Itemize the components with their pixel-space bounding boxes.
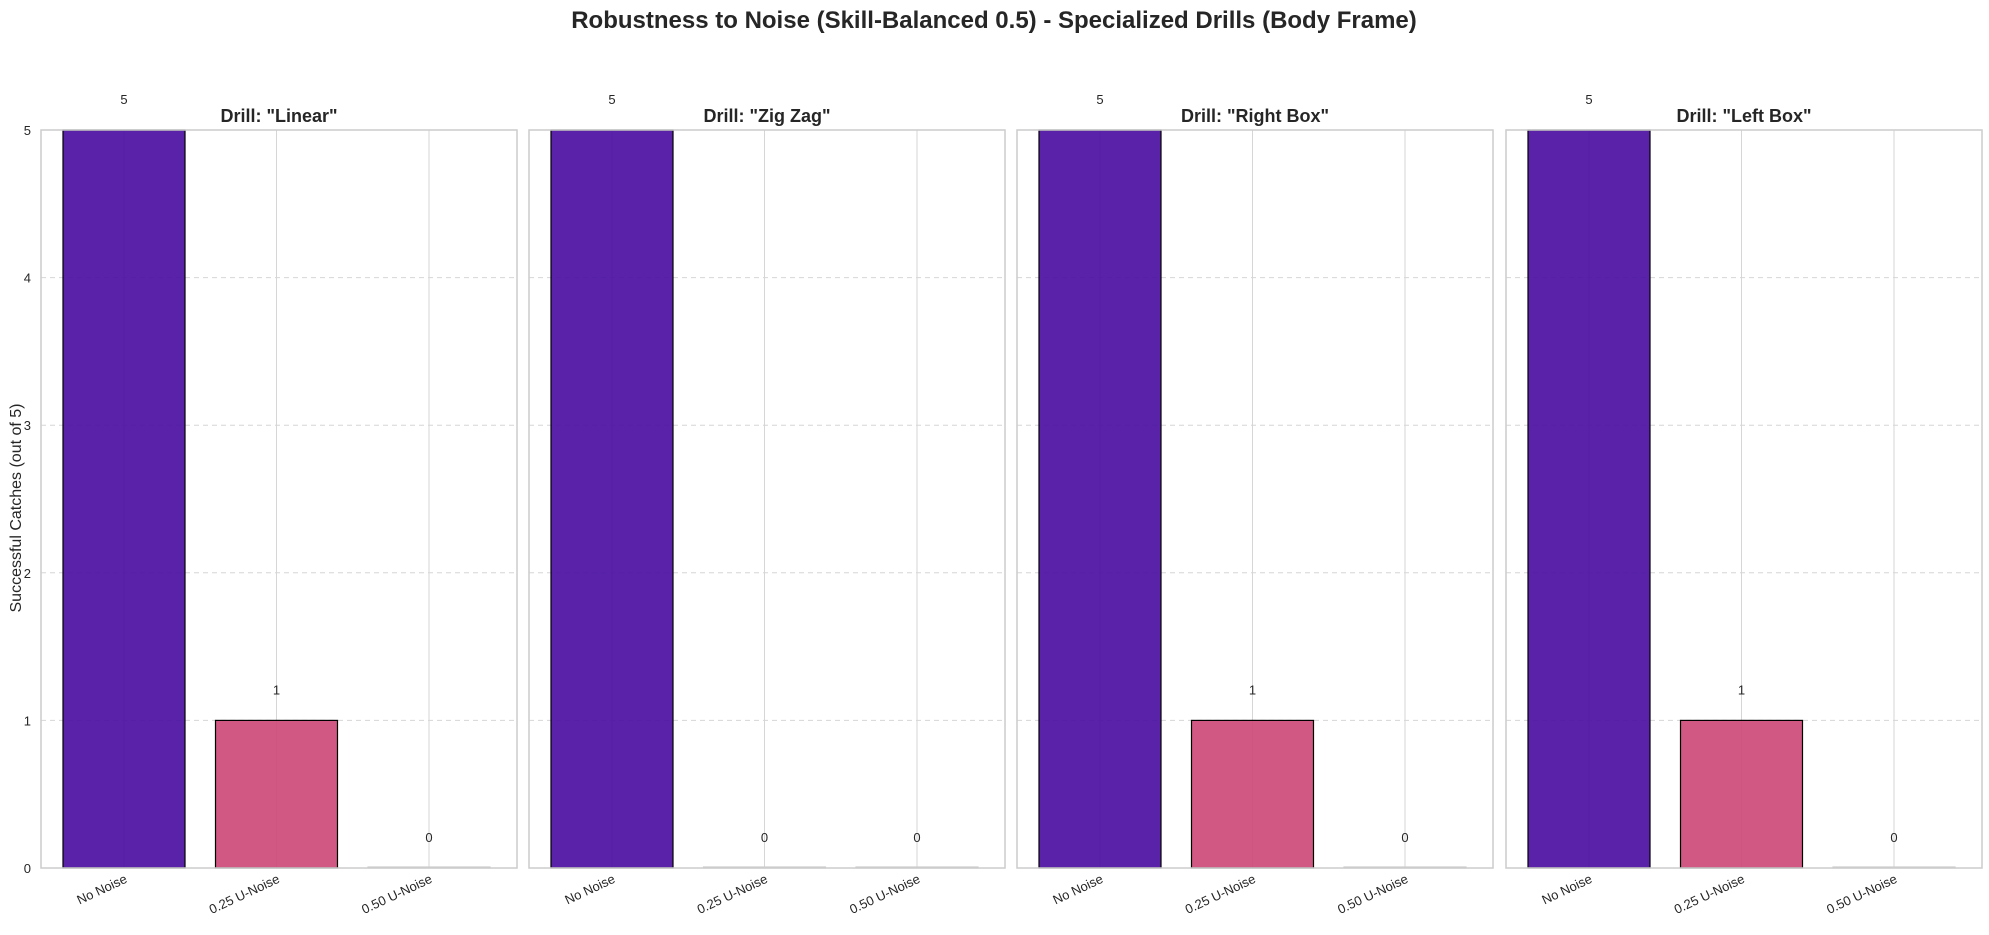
y-tick-label: 4	[24, 271, 31, 286]
plot-frame	[40, 129, 518, 869]
plot-frame	[528, 129, 1006, 869]
x-tick-label: 0.25 U-Noise	[695, 871, 770, 917]
x-tick-label: No Noise	[562, 871, 617, 907]
panel-title: Drill: "Right Box"	[1181, 106, 1329, 126]
bar-value-label: 1	[1249, 682, 1256, 697]
chart-panel-drill-zig-zag: 5 0 0 Drill: "Zig Zag" No Noise 0.25 U-Noise 0…	[528, 92, 1006, 917]
bar-value-label: 5	[1096, 92, 1103, 107]
panel-title: Drill: "Zig Zag"	[703, 106, 830, 126]
bar-value-label: 1	[1738, 682, 1745, 697]
plot-frame	[1505, 129, 1983, 869]
y-tick-label: 0	[24, 861, 31, 876]
panel-title: Drill: "Left Box"	[1676, 106, 1811, 126]
bar-value-label: 0	[761, 830, 768, 845]
x-tick-label: No Noise	[74, 871, 129, 907]
x-tick-label: 0.25 U-Noise	[207, 871, 282, 917]
chart-panel-drill-left-box: 5 1 0 Drill: "Left Box" No Noise 0.25 U-Noise…	[1505, 92, 1983, 917]
panel-title: Drill: "Linear"	[220, 106, 337, 126]
x-tick-label: 0.25 U-Noise	[1183, 871, 1258, 917]
bar-value-label: 5	[120, 92, 127, 107]
bar-no-noise	[550, 129, 674, 869]
bar-value-label: 5	[1585, 92, 1592, 107]
x-tick-label: No Noise	[1539, 871, 1594, 907]
bar-value-label: 0	[425, 830, 432, 845]
chart-panels: 5 1 0 Drill: "Linear" 0 1 2 3 4 5 No Noise 0.25 U-N…	[24, 92, 1983, 917]
y-tick-label: 2	[24, 566, 31, 581]
bar-0-25-u-noise	[1190, 719, 1315, 869]
x-tick-label: 0.25 U-Noise	[1672, 871, 1747, 917]
bar-0-25-u-noise	[214, 719, 339, 869]
bar-value-label: 0	[1401, 830, 1408, 845]
y-tick-label: 3	[24, 418, 31, 433]
bar-no-noise	[62, 129, 186, 869]
x-tick-label: No Noise	[1050, 871, 1105, 907]
bar-value-label: 0	[913, 830, 920, 845]
y-axis-label: Successful Catches (out of 5)	[8, 404, 25, 613]
bar-value-label: 5	[608, 92, 615, 107]
bar-no-noise	[1038, 129, 1162, 869]
figure-title: Robustness to Noise (Skill-Balanced 0.5)…	[571, 7, 1417, 34]
chart-panel-drill-right-box: 5 1 0 Drill: "Right Box" No Noise 0.25 U-Nois…	[1016, 92, 1494, 917]
x-tick-label: 0.50 U-Noise	[1824, 871, 1899, 917]
bar-0-25-u-noise	[1679, 719, 1804, 869]
plot-frame	[1016, 129, 1494, 869]
y-tick-label: 1	[24, 713, 31, 728]
bar-value-label: 1	[273, 682, 280, 697]
y-tick-label: 5	[24, 123, 31, 138]
bar-value-label: 0	[1890, 830, 1897, 845]
chart-panel-drill-linear: 5 1 0 Drill: "Linear" 0 1 2 3 4 5 No Noise 0.25 U-N…	[24, 92, 518, 917]
x-tick-label: 0.50 U-Noise	[359, 871, 434, 917]
x-tick-label: 0.50 U-Noise	[847, 871, 922, 917]
x-tick-label: 0.50 U-Noise	[1335, 871, 1410, 917]
bar-no-noise	[1527, 129, 1651, 869]
